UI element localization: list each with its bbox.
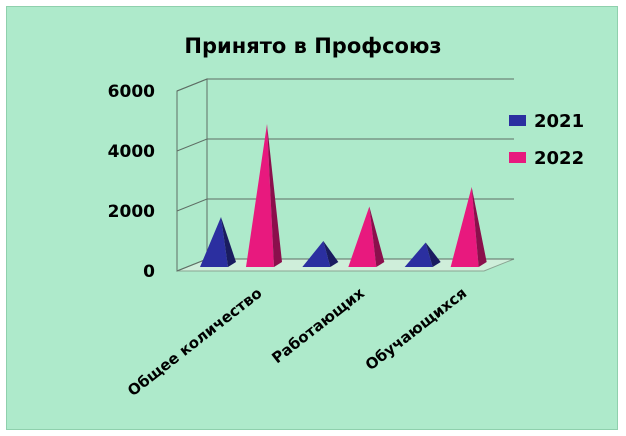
x-category-label: Обучающихся (362, 284, 470, 374)
bar-2021-0 (200, 217, 236, 267)
y-tick-label: 6000 (108, 82, 155, 102)
bars-layer (200, 124, 487, 267)
legend: 2021 2022 (509, 111, 584, 169)
x-category-label: Работающих (268, 284, 368, 367)
gridline (176, 78, 514, 92)
chart-frame: Принято в Профсоюз 0 2000 4000 6000 Общее к… (6, 6, 618, 430)
bar-2022-2 (450, 187, 487, 267)
y-tick-label: 4000 (108, 142, 155, 162)
y-tick-label: 2000 (108, 202, 155, 222)
bar-2022-0 (246, 124, 282, 267)
bar-2022-1 (348, 206, 385, 267)
chart-back-wall (176, 78, 208, 272)
bar-2021-2 (404, 242, 441, 267)
legend-swatch-2021 (509, 115, 526, 126)
legend-swatch-2022 (509, 152, 526, 163)
chart-svg: Принято в Профсоюз 0 2000 4000 6000 Общее к… (108, 34, 584, 400)
gridline (176, 198, 514, 212)
legend-label-2022: 2022 (534, 148, 584, 169)
y-axis-ticks: 0 2000 4000 6000 (108, 82, 155, 282)
legend-label-2021: 2021 (534, 111, 584, 132)
y-tick-label: 0 (143, 262, 155, 282)
x-category-label: Общее количество (124, 284, 265, 400)
gridline (176, 138, 514, 152)
bar-2021-1 (302, 241, 339, 267)
chart-title: Принято в Профсоюз (184, 34, 441, 58)
